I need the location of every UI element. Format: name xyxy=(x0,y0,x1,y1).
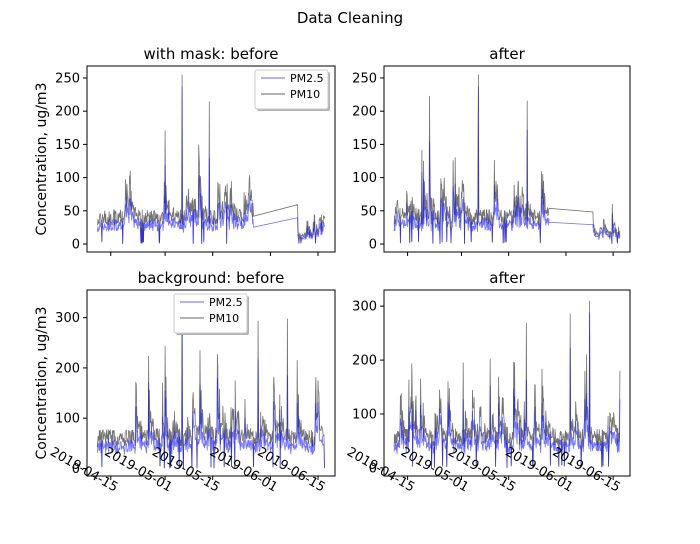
series-line-pm10 xyxy=(393,74,621,245)
legend-entry: PM2.5 xyxy=(209,296,243,309)
y-axis-label: Concentration, ug/m3 xyxy=(34,83,50,236)
ytick-label: 100 xyxy=(352,171,377,186)
ytick-label: 300 xyxy=(55,311,80,326)
ytick-label: 100 xyxy=(55,412,80,427)
ytick-label: 250 xyxy=(55,71,80,86)
panel-title: after xyxy=(489,45,525,63)
legend-entry: PM10 xyxy=(209,312,239,325)
series-line-pm25 xyxy=(393,86,621,245)
ytick-label: 200 xyxy=(352,354,377,369)
y-axis-label: Concentration, ug/m3 xyxy=(34,307,50,460)
panel-title: background: before xyxy=(138,269,285,287)
subplot-4: after01002003002019-04-152019-05-012019-… xyxy=(344,269,631,495)
ytick-label: 200 xyxy=(55,105,80,120)
legend-box xyxy=(173,293,248,334)
plot-frame xyxy=(383,65,631,253)
ytick-label: 0 xyxy=(369,461,377,476)
series-line-pm10 xyxy=(96,74,326,244)
series-line-pm25 xyxy=(96,309,326,469)
ytick-label: 50 xyxy=(360,204,377,219)
ytick-label: 0 xyxy=(72,462,80,477)
figure-title: Data Cleaning xyxy=(297,9,403,27)
ytick-label: 150 xyxy=(55,138,80,153)
subplot-grid: with mask: before 0 50 100 150 200 250 Concentr… xyxy=(34,45,631,495)
ytick-label: 50 xyxy=(63,204,80,219)
series-line-pm25 xyxy=(393,312,621,468)
panel-title: with mask: before xyxy=(144,45,279,63)
subplot-3: background: before01002003002019-04-1520… xyxy=(34,269,336,495)
ytick-label: 200 xyxy=(352,105,377,120)
subplot-2: after 0 50 100 150 200 250 xyxy=(352,45,631,256)
legend-entry: PM10 xyxy=(290,88,320,101)
ytick-label: 200 xyxy=(55,361,80,376)
legend-box xyxy=(254,69,329,110)
plot-frame xyxy=(383,289,631,477)
panel-title: after xyxy=(489,269,525,287)
ytick-label: 150 xyxy=(352,138,377,153)
legend-entry: PM2.5 xyxy=(290,72,324,85)
ytick-label: 100 xyxy=(352,408,377,423)
series-line-pm25 xyxy=(96,86,326,244)
ytick-label: 0 xyxy=(72,238,80,253)
ytick-label: 100 xyxy=(55,171,80,186)
ytick-label: 0 xyxy=(369,238,377,253)
legend: PM2.5 PM10 xyxy=(173,293,249,335)
ytick-label: 300 xyxy=(352,300,377,315)
legend: PM2.5 PM10 xyxy=(254,69,330,111)
plot-frame xyxy=(86,65,336,253)
plot-frame xyxy=(86,289,336,477)
ytick-label: 250 xyxy=(352,71,377,86)
subplot-1: with mask: before 0 50 100 150 200 250 Concentr… xyxy=(34,45,336,256)
